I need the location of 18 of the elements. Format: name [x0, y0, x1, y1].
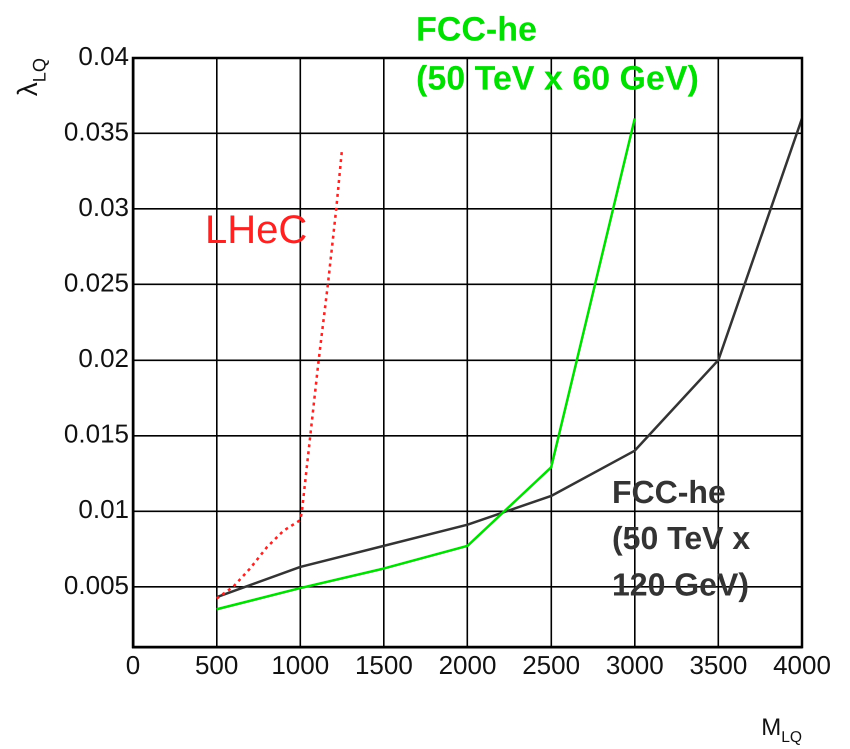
y-tick-label: 0.025 — [64, 268, 129, 298]
y-tick-label: 0.04 — [78, 41, 129, 72]
y-tick-label: 0.03 — [78, 192, 129, 222]
x-tick-label: 1500 — [354, 650, 413, 680]
y-tick-label: 0.005 — [64, 570, 129, 600]
y-tick-label: 0.035 — [64, 116, 129, 147]
y-tick-label: 0.02 — [78, 343, 129, 374]
x-tick-label: 500 — [194, 650, 238, 680]
y-tick-label: 0.015 — [64, 418, 129, 449]
x-tick-label: 2000 — [438, 650, 496, 680]
y-axis-title: λLQ — [12, 58, 50, 96]
y-tick-label: 0.01 — [78, 494, 129, 524]
x-tick-label: 4000 — [773, 650, 831, 680]
x-tick-label: 1000 — [271, 650, 330, 680]
x-tick-label: 3000 — [606, 650, 664, 680]
x-tick-label: 2500 — [522, 650, 580, 680]
x-tick-label: 3500 — [689, 650, 748, 680]
x-tick-label: 0 — [126, 650, 140, 680]
